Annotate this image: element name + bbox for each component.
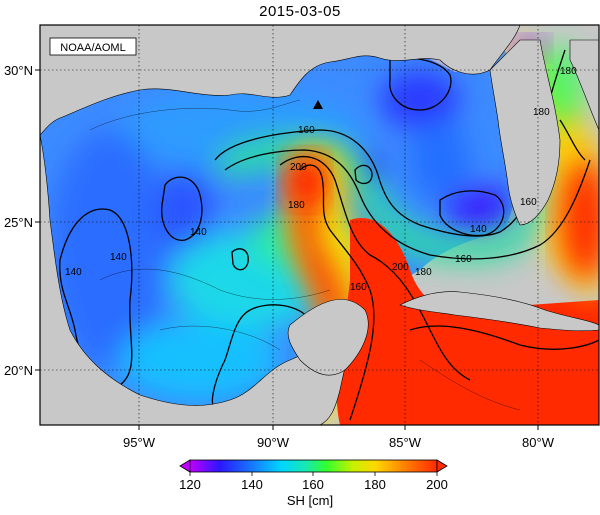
thin-contours	[89, 99, 521, 411]
colorbar-tick: 120	[179, 477, 201, 492]
florida-peninsula	[489, 39, 561, 226]
colorbar-tick: 180	[364, 477, 386, 492]
colorbar-tick: 160	[302, 477, 324, 492]
contour-label: 200	[392, 262, 409, 273]
grid-lines	[40, 25, 599, 425]
station-marker-icon	[313, 100, 323, 109]
contour-label: 200	[290, 162, 307, 173]
sea-height-field	[40, 38, 599, 425]
colorbar-label: SH [cm]	[286, 493, 334, 508]
contour-label: 180	[415, 267, 432, 278]
us-gulf-coast	[40, 25, 521, 136]
yucatan	[287, 299, 369, 376]
map-frame	[39, 24, 600, 426]
contour-label: 140	[470, 224, 487, 235]
colorbar: 120 140 160 180 200	[179, 459, 448, 492]
contour-label: 140	[110, 252, 127, 263]
land-masses	[40, 25, 599, 425]
contour-label: 180	[560, 66, 577, 77]
contour-label: 140	[65, 267, 82, 278]
cuba	[399, 291, 599, 332]
contour-label: 160	[520, 197, 537, 208]
credit-label: NOAA/AOML	[60, 42, 125, 54]
contour-label-group: 140 140 140 140 160 160 160 160 180 180 …	[65, 66, 577, 293]
lon-label: 85°W	[389, 435, 422, 450]
contour-label: 160	[455, 254, 472, 265]
colorbar-tick: 140	[241, 477, 263, 492]
lat-label: 30°N	[4, 63, 33, 78]
lon-label: 95°W	[123, 435, 156, 450]
contour-label: 140	[190, 227, 207, 238]
credit-box	[49, 37, 137, 56]
lat-label: 20°N	[4, 363, 33, 378]
colorbar-tick: 200	[426, 477, 448, 492]
lat-label: 25°N	[4, 215, 33, 230]
contour-label: 160	[298, 125, 315, 136]
map-panel: 140 140 140 140 160 160 160 160 180 180 …	[40, 25, 599, 425]
contour-label: 180	[288, 200, 305, 211]
tick-marks	[35, 69, 539, 430]
lon-label: 80°W	[522, 435, 555, 450]
contour-label: 180	[533, 107, 550, 118]
colorbar-gradient	[189, 459, 438, 473]
contour-label: 160	[350, 282, 367, 293]
lon-label: 90°W	[257, 435, 290, 450]
map-title: 2015-03-05	[259, 3, 341, 20]
